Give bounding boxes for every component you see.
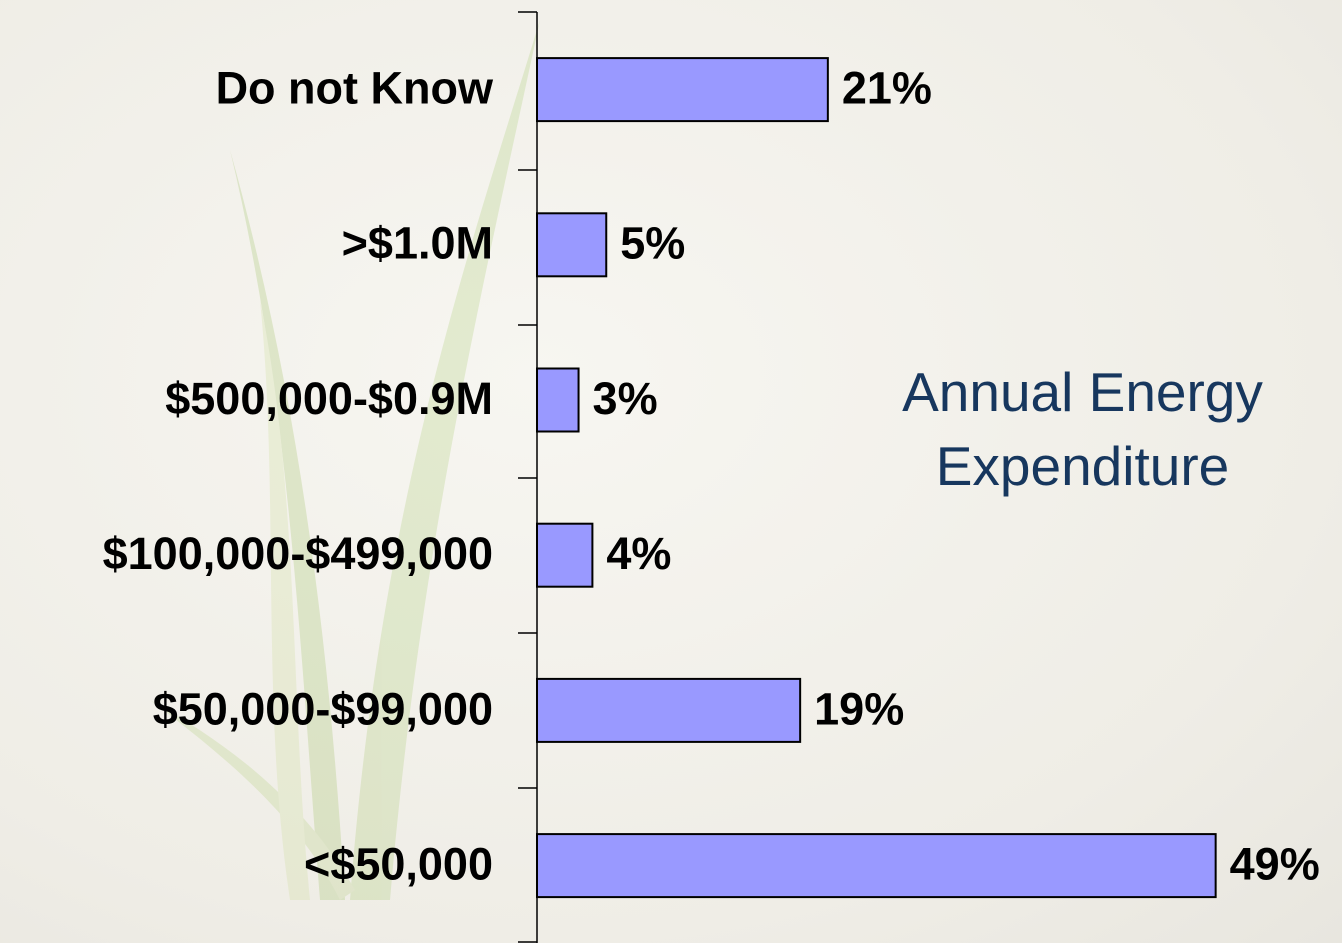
bar [537, 369, 579, 432]
bar [537, 58, 828, 121]
category-label: <$50,000 [304, 838, 493, 889]
page: Do not Know 21% >$1.0M 5% $500,000-$0.9M 3% $1… [0, 0, 1342, 943]
bar [537, 524, 592, 587]
value-label: 21% [842, 62, 932, 113]
value-label: 4% [606, 528, 671, 579]
value-label: 19% [814, 683, 904, 734]
background-plant [150, 20, 540, 900]
category-label: >$1.0M [342, 218, 493, 269]
category-label: $50,000-$99,000 [153, 683, 493, 734]
value-label: 5% [620, 218, 685, 269]
value-label: 3% [593, 373, 658, 424]
category-label: $100,000-$499,000 [103, 528, 493, 579]
category-label: $500,000-$0.9M [165, 373, 493, 424]
bar [537, 679, 800, 742]
category-label: Do not Know [216, 62, 494, 113]
chart-title: Annual Energy Expenditure [850, 355, 1315, 503]
bar [537, 213, 606, 276]
value-label: 49% [1230, 838, 1320, 889]
axis-ticks [518, 12, 537, 942]
bar [537, 834, 1216, 897]
